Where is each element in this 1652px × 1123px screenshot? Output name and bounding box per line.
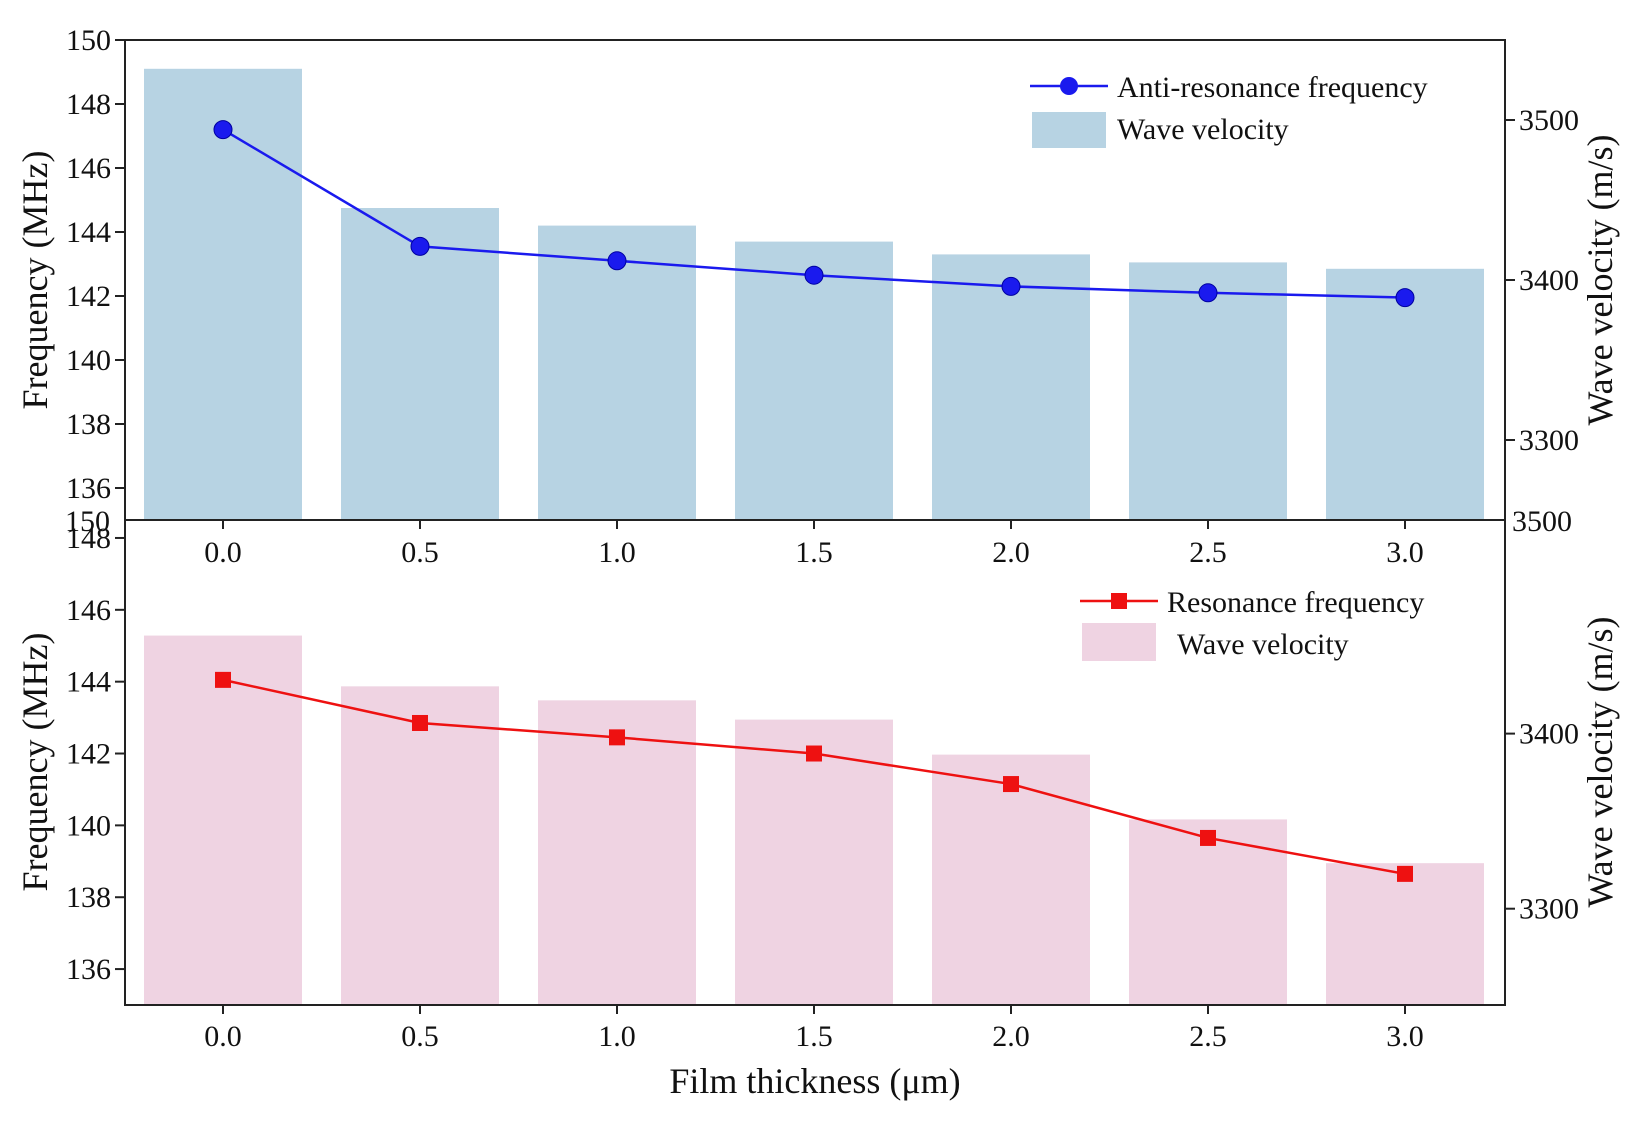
bottom-panel: 136 138 140 142 144 146 148 3300 3400 0.0 0.5 1.0… <box>15 519 1620 1101</box>
bottom-ytick-label-144: 144 <box>66 666 111 699</box>
bottom-bar-1.0 <box>538 700 696 1005</box>
top-y2tick-label-3400: 3400 <box>1519 264 1579 297</box>
top-ytick-label-150: 150 <box>66 24 111 57</box>
bottom-ytick-label-146: 146 <box>66 594 111 627</box>
top-point-0.5 <box>410 236 430 256</box>
top-y-axis-title: Frequency (MHz) <box>15 151 55 410</box>
top-xtick-label-1.0: 1.0 <box>598 536 636 569</box>
bottom-legend: Resonance frequency Wave velocity <box>1080 586 1424 661</box>
top-xtick-label-2.5: 2.5 <box>1189 536 1227 569</box>
bottom-ytick-label-142: 142 <box>66 738 111 771</box>
bottom-xtick-label-2.0: 2.0 <box>992 1020 1030 1053</box>
top-bar-0.0 <box>144 68 302 521</box>
bottom-bar-2.0 <box>932 754 1090 1005</box>
top-anti-resonance-line <box>213 120 1415 308</box>
bottom-xtick-label-0.5: 0.5 <box>401 1020 439 1053</box>
bottom-point-3.0 <box>1397 865 1413 882</box>
top-left-bottom-label: 150 <box>65 505 110 538</box>
top-ytick-label-138: 138 <box>66 408 111 441</box>
top-bar-2.0 <box>932 254 1090 520</box>
top-ytick-label-136: 136 <box>66 472 111 505</box>
bottom-ytick-label-136: 136 <box>66 953 111 986</box>
top-bar-2.5 <box>1129 262 1287 520</box>
bottom-ytick-label-148: 148 <box>66 522 111 555</box>
top-ytick-label-142: 142 <box>66 280 111 313</box>
bottom-point-1.5 <box>806 745 822 762</box>
bottom-xtick-label-1.0: 1.0 <box>598 1020 636 1053</box>
bottom-point-2.0 <box>1003 776 1019 793</box>
x-axis-title: Film thickness (μm) <box>669 1061 960 1101</box>
bottom-xtick-label-0.0: 0.0 <box>204 1020 242 1053</box>
legend-bar-swatch <box>1032 112 1106 148</box>
top-wave-velocity-bars <box>144 68 1484 521</box>
bottom-bar-2.5 <box>1129 819 1287 1005</box>
top-point-0.0 <box>213 120 233 140</box>
top-bar-0.5 <box>341 208 499 520</box>
top-right-bottom-label: 3500 <box>1512 505 1572 538</box>
top-ytick-label-148: 148 <box>66 88 111 121</box>
top-xtick-label-0.0: 0.0 <box>204 536 242 569</box>
top-xtick-label-2.0: 2.0 <box>992 536 1030 569</box>
legend-label-wave-velocity: Wave velocity <box>1177 628 1349 661</box>
top-y2tick-label-3300: 3300 <box>1519 424 1579 457</box>
top-point-3.0 <box>1395 288 1415 308</box>
bottom-bar-0.5 <box>341 686 499 1005</box>
bottom-y-axis-title: Frequency (MHz) <box>15 633 55 892</box>
bottom-y2tick-label-3400: 3400 <box>1519 718 1579 751</box>
bottom-x-ticks: 0.0 0.5 1.0 1.5 2.0 2.5 3.0 <box>204 1005 1424 1053</box>
legend-label-anti-resonance: Anti-resonance frequency <box>1117 71 1428 104</box>
top-xtick-label-0.5: 0.5 <box>401 536 439 569</box>
top-point-1.5 <box>804 265 824 285</box>
top-left-ticks: 136 138 140 142 144 146 148 150 <box>66 24 125 505</box>
bottom-point-1.0 <box>609 729 625 746</box>
top-x-ticks: 0.0 0.5 1.0 1.5 2.0 2.5 3.0 <box>204 520 1424 569</box>
top-ytick-label-144: 144 <box>66 216 111 249</box>
bottom-bar-1.5 <box>735 719 893 1005</box>
bottom-xtick-label-2.5: 2.5 <box>1189 1020 1227 1053</box>
top-right-ticks: 3300 3400 3500 <box>1505 104 1579 457</box>
bottom-point-0.5 <box>412 714 428 731</box>
legend-circle-marker <box>1060 77 1078 95</box>
top-legend: Anti-resonance frequency Wave velocity <box>1030 71 1428 148</box>
bottom-ytick-label-140: 140 <box>66 809 111 842</box>
bottom-y2tick-label-3300: 3300 <box>1519 893 1579 926</box>
top-point-2.5 <box>1198 283 1218 303</box>
top-bar-1.0 <box>538 225 696 520</box>
top-ytick-label-140: 140 <box>66 344 111 377</box>
legend-bar-swatch <box>1082 623 1156 661</box>
legend-square-marker <box>1111 593 1127 609</box>
bottom-y2-axis-title: Wave velocity (m/s) <box>1580 616 1620 907</box>
top-ytick-label-146: 146 <box>66 152 111 185</box>
top-xtick-label-3.0: 3.0 <box>1386 536 1424 569</box>
bottom-point-2.5 <box>1200 829 1216 846</box>
bottom-ytick-label-138: 138 <box>66 881 111 914</box>
bottom-plot-frame <box>124 519 1506 1006</box>
top-point-1.0 <box>607 251 627 271</box>
bottom-wave-velocity-bars <box>144 635 1484 1005</box>
legend-label-resonance: Resonance frequency <box>1167 586 1424 619</box>
bottom-left-ticks: 136 138 140 142 144 146 148 <box>66 522 125 986</box>
top-y2-axis-title: Wave velocity (m/s) <box>1580 134 1620 425</box>
top-xtick-label-1.5: 1.5 <box>795 536 833 569</box>
top-bar-1.5 <box>735 241 893 520</box>
bottom-xtick-label-1.5: 1.5 <box>795 1020 833 1053</box>
bottom-bar-3.0 <box>1326 863 1484 1005</box>
top-point-2.0 <box>1001 276 1021 296</box>
top-bar-3.0 <box>1326 268 1484 520</box>
legend-label-wave-velocity: Wave velocity <box>1117 113 1289 146</box>
bottom-bar-0.0 <box>144 635 302 1005</box>
top-y2tick-label-3500: 3500 <box>1519 104 1579 137</box>
bottom-xtick-label-3.0: 3.0 <box>1386 1020 1424 1053</box>
bottom-resonance-line <box>215 671 1413 882</box>
bottom-point-0.0 <box>215 671 231 688</box>
bottom-right-ticks: 3300 3400 <box>1505 718 1579 926</box>
